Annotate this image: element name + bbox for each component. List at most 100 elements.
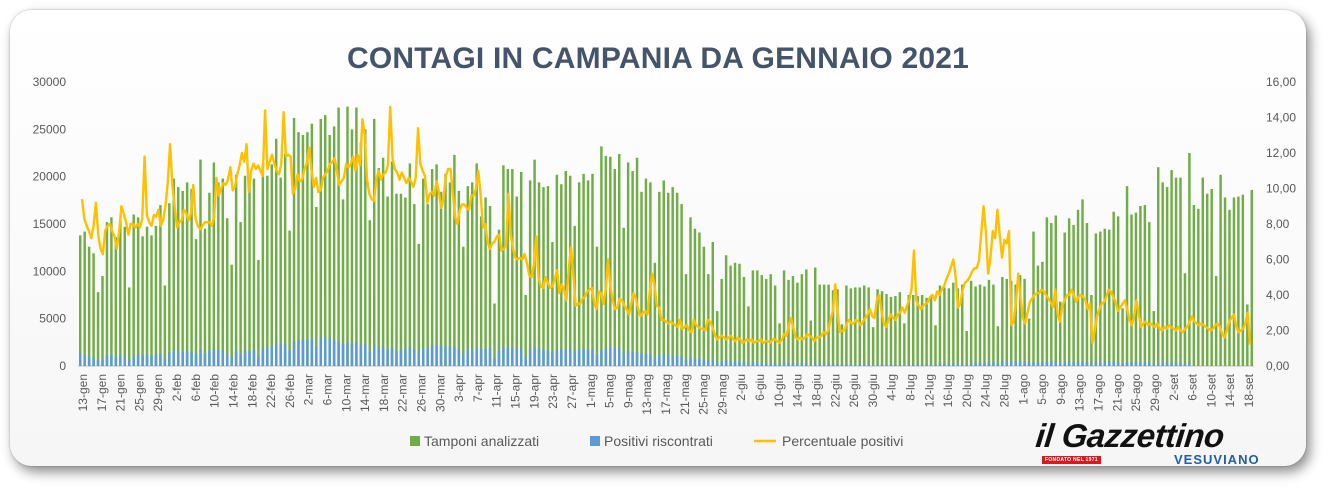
bar-tamponi — [769, 274, 772, 366]
bar-positivi — [903, 365, 906, 366]
x-tick-label: 6-feb — [189, 374, 203, 402]
bar-tamponi — [328, 135, 331, 366]
bar-tamponi — [1099, 231, 1102, 366]
bar-tamponi — [248, 179, 251, 366]
bar-positivi — [177, 350, 180, 366]
legend-label: Percentuale positivi — [782, 433, 903, 449]
bar-positivi — [101, 359, 104, 366]
bar-tamponi — [471, 182, 474, 366]
bar-tamponi — [524, 295, 527, 366]
bar-tamponi — [462, 246, 465, 366]
bar-tamponi — [301, 135, 305, 366]
bar-tamponi — [613, 169, 616, 366]
bar-tamponi — [640, 191, 643, 366]
bar-tamponi — [805, 269, 808, 366]
x-tick-label: 25-mag — [697, 374, 711, 415]
bar-tamponi — [154, 225, 158, 366]
bar-tamponi — [920, 295, 924, 366]
bar-positivi — [159, 353, 162, 366]
bar-positivi — [983, 362, 986, 366]
x-tick-label: 24-lug — [979, 374, 993, 407]
bar-tamponi — [978, 284, 982, 366]
bar-tamponi — [1197, 208, 1200, 366]
bar-positivi — [577, 348, 581, 366]
bar-positivi — [315, 346, 318, 366]
bar-tamponi — [760, 275, 763, 366]
bar-positivi — [92, 357, 95, 366]
bar-tamponi — [1241, 194, 1245, 366]
bar-tamponi — [1130, 214, 1133, 366]
bar-tamponi — [560, 184, 563, 366]
bar-tamponi — [199, 159, 202, 366]
bar-positivi — [649, 354, 652, 366]
bar-tamponi — [854, 287, 857, 366]
bar-tamponi — [889, 296, 893, 366]
bar-tamponi — [818, 284, 821, 366]
bar-positivi — [805, 363, 808, 366]
bar-tamponi — [702, 246, 706, 366]
bar-tamponi — [689, 217, 692, 366]
bar-positivi — [586, 349, 590, 366]
bar-positivi — [373, 345, 376, 366]
bar-tamponi — [782, 270, 786, 366]
bar-positivi — [626, 350, 630, 366]
bar-positivi — [871, 365, 875, 366]
bar-tamponi — [168, 203, 171, 366]
bar-tamponi — [136, 217, 140, 366]
bar-tamponi — [208, 192, 211, 366]
bar-tamponi — [693, 228, 697, 366]
y-left-tick-label: 0 — [59, 359, 66, 373]
bar-positivi — [733, 361, 737, 366]
chart-svg: 0 5000 10000 15000 20000 25000 30000 0,00 2,00 4,… — [33, 75, 1297, 449]
bar-positivi — [1036, 362, 1040, 366]
bar-positivi — [435, 345, 438, 366]
bar-positivi — [136, 354, 140, 366]
legend-swatch — [590, 436, 600, 446]
bar-positivi — [150, 355, 153, 366]
bar-positivi — [528, 348, 532, 366]
x-tick-label: 25-gen — [132, 374, 146, 411]
bar-tamponi — [542, 187, 545, 366]
bar-positivi — [430, 345, 434, 366]
legend-label: Positivi riscontrati — [604, 433, 713, 449]
x-tick-label: 23-apr — [546, 374, 560, 409]
bar-tamponi — [417, 243, 420, 366]
bar-tamponi — [1179, 177, 1182, 366]
bar-tamponi — [907, 295, 910, 366]
bar-tamponi — [635, 157, 639, 366]
bar-tamponi — [105, 222, 109, 366]
x-tick-label: 13-ago — [1073, 374, 1087, 412]
bar-tamponi — [1134, 212, 1138, 366]
bar-positivi — [283, 344, 287, 366]
line-percentuale — [80, 105, 1252, 345]
x-tick-label: 16-lug — [941, 374, 955, 407]
bar-tamponi — [778, 323, 781, 366]
bar-positivi — [79, 353, 82, 366]
bar-positivi — [934, 365, 937, 366]
x-tick-label: 13-mag — [640, 374, 654, 415]
x-tick-label: 2-set — [1167, 373, 1181, 400]
bar-positivi — [724, 360, 728, 366]
bar-positivi — [974, 362, 977, 366]
bar-positivi — [163, 359, 167, 366]
x-tick-label: 22-giu — [828, 374, 842, 407]
bar-positivi — [1076, 361, 1080, 366]
bar-positivi — [845, 364, 848, 366]
y-right-tick-label: 0,00 — [1266, 359, 1290, 373]
bar-tamponi — [925, 297, 928, 366]
x-tick-label: 17-gen — [95, 374, 109, 411]
bar-positivi — [800, 363, 804, 366]
bar-tamponi — [466, 186, 469, 366]
bar-tamponi — [479, 216, 483, 366]
logo-tagline: FONDATO NEL 1971 — [1042, 456, 1101, 464]
bar-positivi — [1188, 362, 1191, 366]
bar-tamponi — [114, 237, 118, 366]
x-tick-label: 29-mag — [715, 374, 729, 415]
bar-positivi — [769, 362, 772, 366]
bar-tamponi — [662, 180, 665, 366]
bar-tamponi — [961, 284, 964, 366]
bar-positivi — [275, 343, 278, 366]
bar-tamponi — [684, 274, 688, 366]
bar-tamponi — [1170, 170, 1173, 366]
y-left-tick-label: 15000 — [33, 217, 67, 231]
